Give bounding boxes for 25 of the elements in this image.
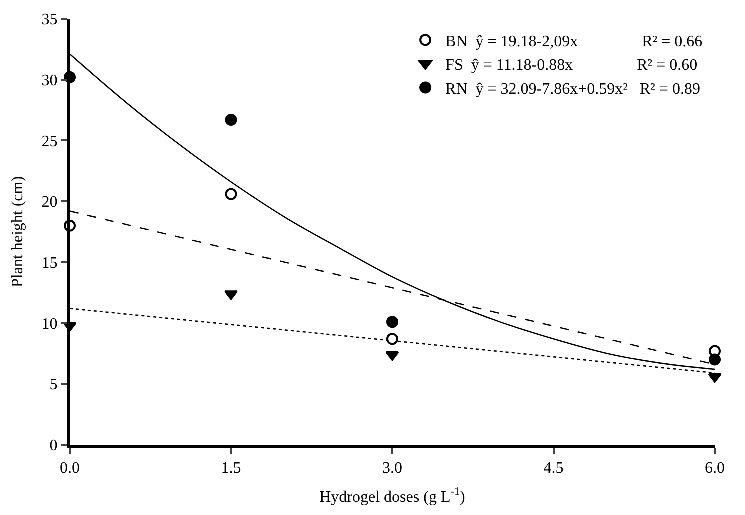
y-tick-label: 20 (42, 194, 58, 212)
point (708, 373, 722, 383)
y-tick-label: 10 (42, 316, 58, 333)
y-tick-label: 0 (50, 438, 58, 455)
y-axis-title: Plant height (cm) (10, 176, 27, 288)
point (225, 188, 238, 200)
point (386, 351, 400, 361)
legend-label: BN ŷ = 19.18-2,09x R² = 0.66 (446, 33, 703, 50)
x-tick-label: 3.0 (382, 460, 402, 478)
point (386, 316, 398, 328)
y-tick-label: 25 (42, 133, 58, 150)
x-tick-label: 6.0 (705, 460, 725, 478)
point (225, 114, 238, 126)
x-tick-label: 0.0 (60, 460, 80, 478)
point (386, 333, 398, 346)
x-tick-label: 1.5 (221, 460, 242, 478)
point (709, 354, 721, 366)
x-tick-label: 4.5 (544, 460, 564, 478)
legend-label: RN ŷ = 32.09-7.86x+0.59x² R² = 0.89 (446, 81, 700, 98)
y-tick-label: 15 (42, 255, 58, 272)
legend-label: FS ŷ = 11.18-0.88x R² = 0.60 (446, 57, 698, 74)
y-tick-label: 5 (50, 376, 58, 394)
x-axis-title: Hydrogel doses (g L$^{-1}$) (320, 486, 466, 506)
y-tick-label: 30 (42, 72, 58, 90)
y-tick-label: 35 (42, 12, 58, 29)
